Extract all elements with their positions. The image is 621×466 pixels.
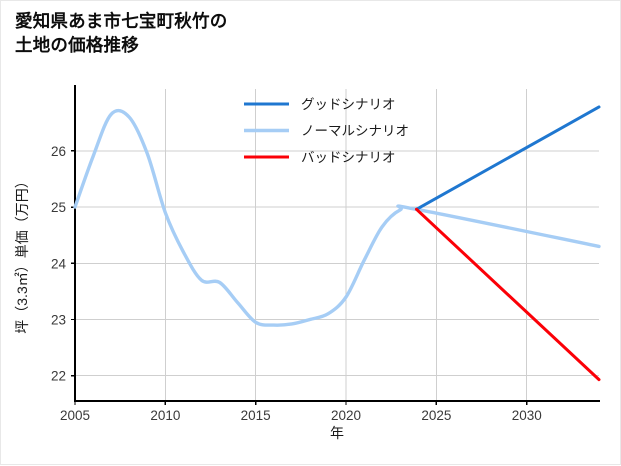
y-tick-labels-group: 22 23 24 25 26 <box>51 144 67 384</box>
x-tick-labels-group: 2005 2010 2015 2020 2025 2030 <box>60 408 542 423</box>
series-line-2 <box>415 207 601 382</box>
y-tick-label: 25 <box>51 200 66 215</box>
legend-label-0: グッドシナリオ <box>301 97 396 112</box>
gridlines-group <box>74 89 599 401</box>
x-tick-label: 2025 <box>421 408 451 423</box>
y-tick-label: 24 <box>51 256 67 271</box>
series-line-0 <box>415 105 601 211</box>
axis-spines-group <box>73 85 600 403</box>
x-tick-label: 2015 <box>241 408 271 423</box>
y-tick-label: 22 <box>51 369 66 384</box>
legend-label-1: ノーマルシナリオ <box>301 124 409 139</box>
y-axis-title: 坪（3.3㎡）単価（万円） <box>14 174 30 333</box>
legend-label-2: バッドシナリオ <box>301 150 396 165</box>
x-tick-label: 2005 <box>60 408 90 423</box>
x-tick-label: 2020 <box>331 408 361 423</box>
data-series-group <box>73 105 601 382</box>
chart-title: 愛知県あま市七宝町秋竹の 土地の価格推移 <box>15 11 228 56</box>
x-tick-label: 2030 <box>512 408 542 423</box>
y-tick-label: 23 <box>51 312 66 327</box>
x-axis-title: 年 <box>330 425 344 441</box>
x-tick-label: 2010 <box>150 408 180 423</box>
tickmarks-group <box>71 150 528 405</box>
y-tick-label: 26 <box>51 144 66 159</box>
series-line-1 <box>73 108 601 327</box>
